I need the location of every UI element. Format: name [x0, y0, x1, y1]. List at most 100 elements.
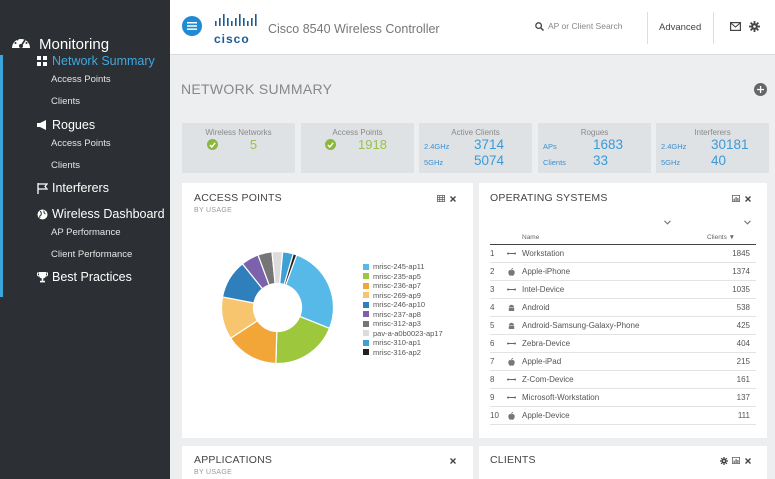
legend-swatch: [363, 339, 369, 346]
os-name: Apple-iPhone: [522, 267, 571, 276]
table-row[interactable]: 8 Z-Com-Device 161: [490, 371, 756, 389]
os-name: Android-Samsung-Galaxy-Phone: [522, 321, 640, 330]
mail-icon[interactable]: [730, 22, 741, 31]
table-row[interactable]: 5 Android-Samsung-Galaxy-Phone 425: [490, 317, 756, 335]
stat-value: 5074: [474, 153, 505, 168]
flag-icon: [36, 182, 48, 194]
client-count: 1374: [732, 267, 750, 276]
table-row[interactable]: 10 Apple-Device 111: [490, 407, 756, 425]
client-count: 425: [736, 321, 750, 330]
legend-item: mrisc-245-ap11: [363, 262, 443, 272]
page-title: NETWORK SUMMARY: [181, 81, 333, 97]
table-view-icon[interactable]: [437, 195, 445, 202]
sidebar-item-rogues[interactable]: Rogues: [36, 118, 95, 132]
sidebar-item-label: Rogues: [52, 118, 96, 132]
stat-key: 2.4GHz: [424, 142, 450, 151]
stat-key: Clients: [543, 158, 566, 167]
stat-interferers[interactable]: Interferers 2.4GHz 30181 5GHz 40: [656, 123, 769, 173]
column-header-name[interactable]: Name: [522, 234, 540, 241]
check-icon: [207, 139, 218, 150]
os-name: Intel-Device: [522, 285, 565, 294]
row-number: 9: [490, 393, 495, 402]
column-header-clients[interactable]: Clients ▼: [707, 234, 736, 241]
grid-icon: [36, 55, 48, 67]
stat-value: 1683: [593, 137, 624, 152]
sidebar-item-interferers[interactable]: Interferers: [36, 181, 109, 195]
table-row[interactable]: 7 Apple-iPad 215: [490, 353, 756, 371]
legend-swatch: [363, 301, 369, 308]
legend-label: mrisc-245-ap11: [373, 262, 425, 272]
stat-access-points[interactable]: Access Points 1918: [301, 123, 414, 173]
dashboard-gauge-icon: [12, 36, 30, 48]
sidebar-item-ap-performance[interactable]: AP Performance: [51, 227, 121, 238]
legend-label: mrisc-235-ap5: [373, 271, 421, 281]
stat-key: APs: [543, 142, 557, 151]
gear-icon[interactable]: [749, 21, 760, 32]
os-name: Apple-iPad: [522, 357, 562, 366]
legend-swatch: [363, 330, 369, 337]
android-icon: [502, 304, 520, 312]
clients-panel: [479, 446, 767, 479]
table-row[interactable]: 3 Intel-Device 1035: [490, 281, 756, 299]
legend-swatch: [363, 273, 369, 280]
client-count: 161: [736, 375, 750, 384]
legend-item: mrisc-237-ap8: [363, 310, 443, 320]
chart-legend: mrisc-245-ap11 mrisc-235-ap5 mrisc-236-ap7…: [363, 262, 443, 357]
sidebar-item-rogue-clients[interactable]: Clients: [51, 160, 81, 171]
sidebar-item-wireless-dashboard[interactable]: Wireless Dashboard: [36, 207, 165, 221]
gear-icon[interactable]: [720, 457, 728, 465]
top-header: cisco Cisco 8540 Wireless Controller Adv…: [170, 0, 775, 55]
close-icon[interactable]: [450, 458, 456, 464]
chart-view-icon[interactable]: [732, 457, 740, 464]
generic-device-icon: [502, 341, 520, 346]
sidebar-item-client-performance[interactable]: Client Performance: [51, 249, 133, 260]
hamburger-icon: [187, 22, 197, 30]
header-divider: [647, 12, 648, 44]
legend-label: pav-a-a0b0023-ap17: [373, 328, 443, 338]
chart-view-icon[interactable]: [732, 195, 740, 202]
stat-key: 5GHz: [661, 158, 681, 167]
stat-title: Rogues: [580, 128, 609, 137]
add-widget-button[interactable]: [754, 83, 767, 96]
globe-icon: [36, 208, 48, 220]
os-name: Workstation: [522, 249, 565, 258]
close-icon[interactable]: [450, 196, 456, 202]
close-icon[interactable]: [745, 458, 751, 464]
legend-label: mrisc-316-ap2: [373, 347, 421, 357]
table-row[interactable]: 6 Zebra-Device 404: [490, 335, 756, 353]
advanced-button[interactable]: Advanced: [659, 22, 702, 33]
donut-slice-mrisc-316-ap2[interactable]: [283, 253, 298, 286]
table-row[interactable]: 9 Microsoft-Workstation 137: [490, 389, 756, 407]
os-name: Z-Com-Device: [522, 375, 574, 384]
stat-active-clients[interactable]: Active Clients 2.4GHz 3714 5GHz 5074: [419, 123, 532, 173]
sidebar-item-label: Network Summary: [52, 54, 155, 68]
generic-device-icon: [502, 395, 520, 400]
panel-title: APPLICATIONS: [194, 454, 273, 466]
sidebar-monitoring[interactable]: Monitoring: [11, 30, 109, 53]
sidebar-item-access-points[interactable]: Access Points: [51, 74, 111, 85]
client-count: 538: [736, 303, 750, 312]
search-input[interactable]: [548, 21, 648, 31]
generic-device-icon: [502, 377, 520, 382]
table-row[interactable]: 2 Apple-iPhone 1374: [490, 263, 756, 281]
row-number: 5: [490, 321, 495, 330]
menu-button[interactable]: [182, 16, 202, 36]
chevron-down-icon[interactable]: [664, 220, 671, 225]
chevron-down-icon[interactable]: [744, 220, 751, 225]
table-row[interactable]: 1 Workstation 1845: [490, 245, 756, 263]
stat-wireless-networks[interactable]: Wireless Networks 5: [182, 123, 295, 173]
sidebar-item-best-practices[interactable]: Best Practices: [36, 270, 132, 284]
panel-title: ACCESS POINTS: [194, 192, 282, 204]
legend-swatch: [363, 263, 369, 270]
stat-value: 3714: [474, 137, 505, 152]
close-icon[interactable]: [745, 196, 751, 202]
donut-slice-mrisc-245-ap11[interactable]: [284, 254, 335, 330]
sidebar-item-network-summary[interactable]: Network Summary: [36, 54, 155, 68]
stat-value: 40: [711, 153, 727, 168]
sidebar-item-rogue-access-points[interactable]: Access Points: [51, 138, 111, 149]
legend-swatch: [363, 282, 369, 289]
row-number: 1: [490, 249, 495, 258]
stat-rogues[interactable]: Rogues APs 1683 Clients 33: [538, 123, 651, 173]
table-row[interactable]: 4 Android 538: [490, 299, 756, 317]
sidebar-item-clients[interactable]: Clients: [51, 96, 81, 107]
